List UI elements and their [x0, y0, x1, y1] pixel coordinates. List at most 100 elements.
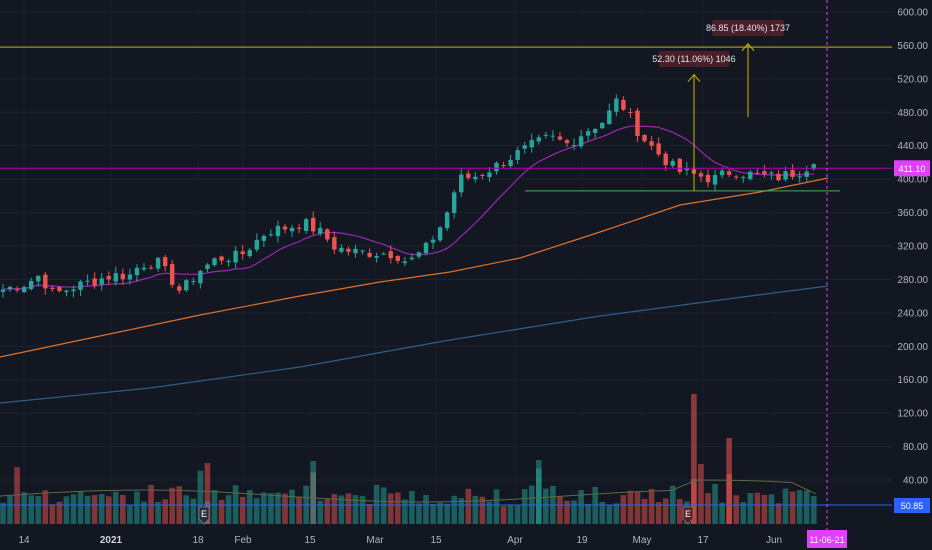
candle-body	[233, 250, 238, 263]
candle-body	[21, 287, 27, 293]
volume-bar	[324, 498, 331, 524]
volume-bar	[254, 498, 260, 524]
candle-body	[614, 98, 619, 112]
price-tick-label: 120.00	[897, 409, 928, 420]
earnings-marker[interactable]: E	[682, 506, 694, 525]
candle-body	[36, 275, 41, 282]
candle-body	[487, 172, 492, 178]
candle-body	[494, 162, 499, 172]
volume-bar	[789, 491, 796, 524]
price-tick-label: 200.00	[897, 342, 928, 353]
candle-body	[268, 234, 274, 236]
candle-body	[127, 274, 133, 280]
volume-bar	[141, 501, 147, 524]
candles	[0, 94, 816, 298]
volume-bar	[91, 495, 98, 524]
volume-bar	[70, 494, 77, 524]
candle-body	[719, 170, 725, 176]
volume-bar	[648, 489, 655, 524]
candle-body	[134, 267, 140, 276]
candle-body	[564, 140, 570, 144]
volume-bar	[134, 491, 140, 524]
candle-body	[748, 171, 753, 180]
volume-value-badge	[894, 498, 930, 513]
time-tick-label: 15	[304, 535, 316, 546]
candle-body	[409, 257, 415, 260]
volume-bar	[543, 488, 549, 524]
volume-bar	[317, 500, 324, 524]
measure-label-box	[659, 51, 729, 67]
candle-body	[628, 112, 633, 114]
volume-bar	[740, 502, 747, 524]
volume-bars	[0, 394, 892, 524]
price-tick-label: 320.00	[897, 242, 928, 253]
candle-body	[296, 227, 302, 229]
candle-body	[29, 280, 34, 290]
volume-bar	[613, 503, 620, 524]
volume-bar	[127, 504, 133, 524]
candle-body	[254, 239, 259, 250]
volume-bar	[775, 503, 782, 524]
candle-body	[191, 281, 196, 283]
candle-body	[557, 136, 563, 140]
current-price-badge	[894, 160, 930, 177]
volume-bar	[183, 495, 190, 524]
candle-body	[205, 264, 210, 269]
volume-bar	[585, 503, 591, 524]
candle-body	[508, 159, 513, 167]
price-axis[interactable]: 600.00 560.00 520.00 480.00 440.00 400.00 360.…	[892, 0, 932, 530]
candle-body	[459, 174, 464, 193]
volume-bar	[620, 495, 627, 524]
volume-bar	[373, 484, 380, 524]
time-axis-background	[0, 530, 932, 550]
time-tick-label: 17	[697, 535, 709, 546]
measure-arrow-head	[687, 73, 701, 83]
candle-body	[388, 251, 393, 259]
candle-body	[543, 134, 549, 136]
price-tick-label: 280.00	[897, 275, 928, 286]
candle-body	[444, 212, 450, 229]
volume-bar	[493, 489, 500, 524]
candle-body	[395, 256, 400, 261]
candle-body	[585, 131, 591, 136]
candle-body	[452, 192, 457, 213]
current-date-badge	[807, 530, 847, 548]
volume-bar	[698, 464, 704, 524]
volume-bar	[486, 501, 493, 524]
candle-body	[381, 253, 386, 255]
candle-body	[642, 135, 647, 142]
candle-body	[621, 99, 626, 110]
candle-body	[578, 136, 584, 147]
candle-body	[790, 170, 795, 177]
axis-labels: 411.10 50.85 11-06-21	[807, 160, 930, 548]
candle-body	[155, 257, 161, 269]
volume-bar	[444, 503, 450, 524]
earnings-marker-label: E	[201, 509, 207, 519]
candle-body	[162, 257, 168, 267]
volume-bar	[416, 503, 422, 524]
candle-body	[402, 261, 408, 264]
volume-bar	[747, 493, 754, 524]
volume-bar	[458, 498, 465, 524]
candle-body	[712, 175, 718, 185]
volume-bar	[246, 490, 253, 524]
candle-body	[522, 145, 527, 149]
ma-medium-line	[0, 177, 829, 358]
volume-bar	[768, 494, 775, 524]
volume-bar	[169, 487, 175, 524]
candle-body	[57, 287, 62, 292]
earnings-marker-label: E	[685, 509, 691, 519]
volume-bar	[536, 460, 542, 524]
time-axis[interactable]: 14 2021 18 Feb 15 Mar 15 Apr 19 May 17 Jun	[0, 530, 932, 550]
volume-bar	[564, 500, 570, 524]
earnings-marker[interactable]: E	[198, 506, 210, 525]
candle-body	[113, 273, 118, 282]
time-tick-label: 19	[576, 535, 588, 546]
candle-body	[783, 171, 788, 180]
annotations: 52.30 (11.06%) 1046 86.85 (18.40%) 1737 E E	[198, 20, 790, 525]
candle-body	[282, 226, 288, 230]
measure-label: 86.85 (18.40%) 1737	[706, 23, 790, 33]
volume-bar	[225, 495, 232, 524]
